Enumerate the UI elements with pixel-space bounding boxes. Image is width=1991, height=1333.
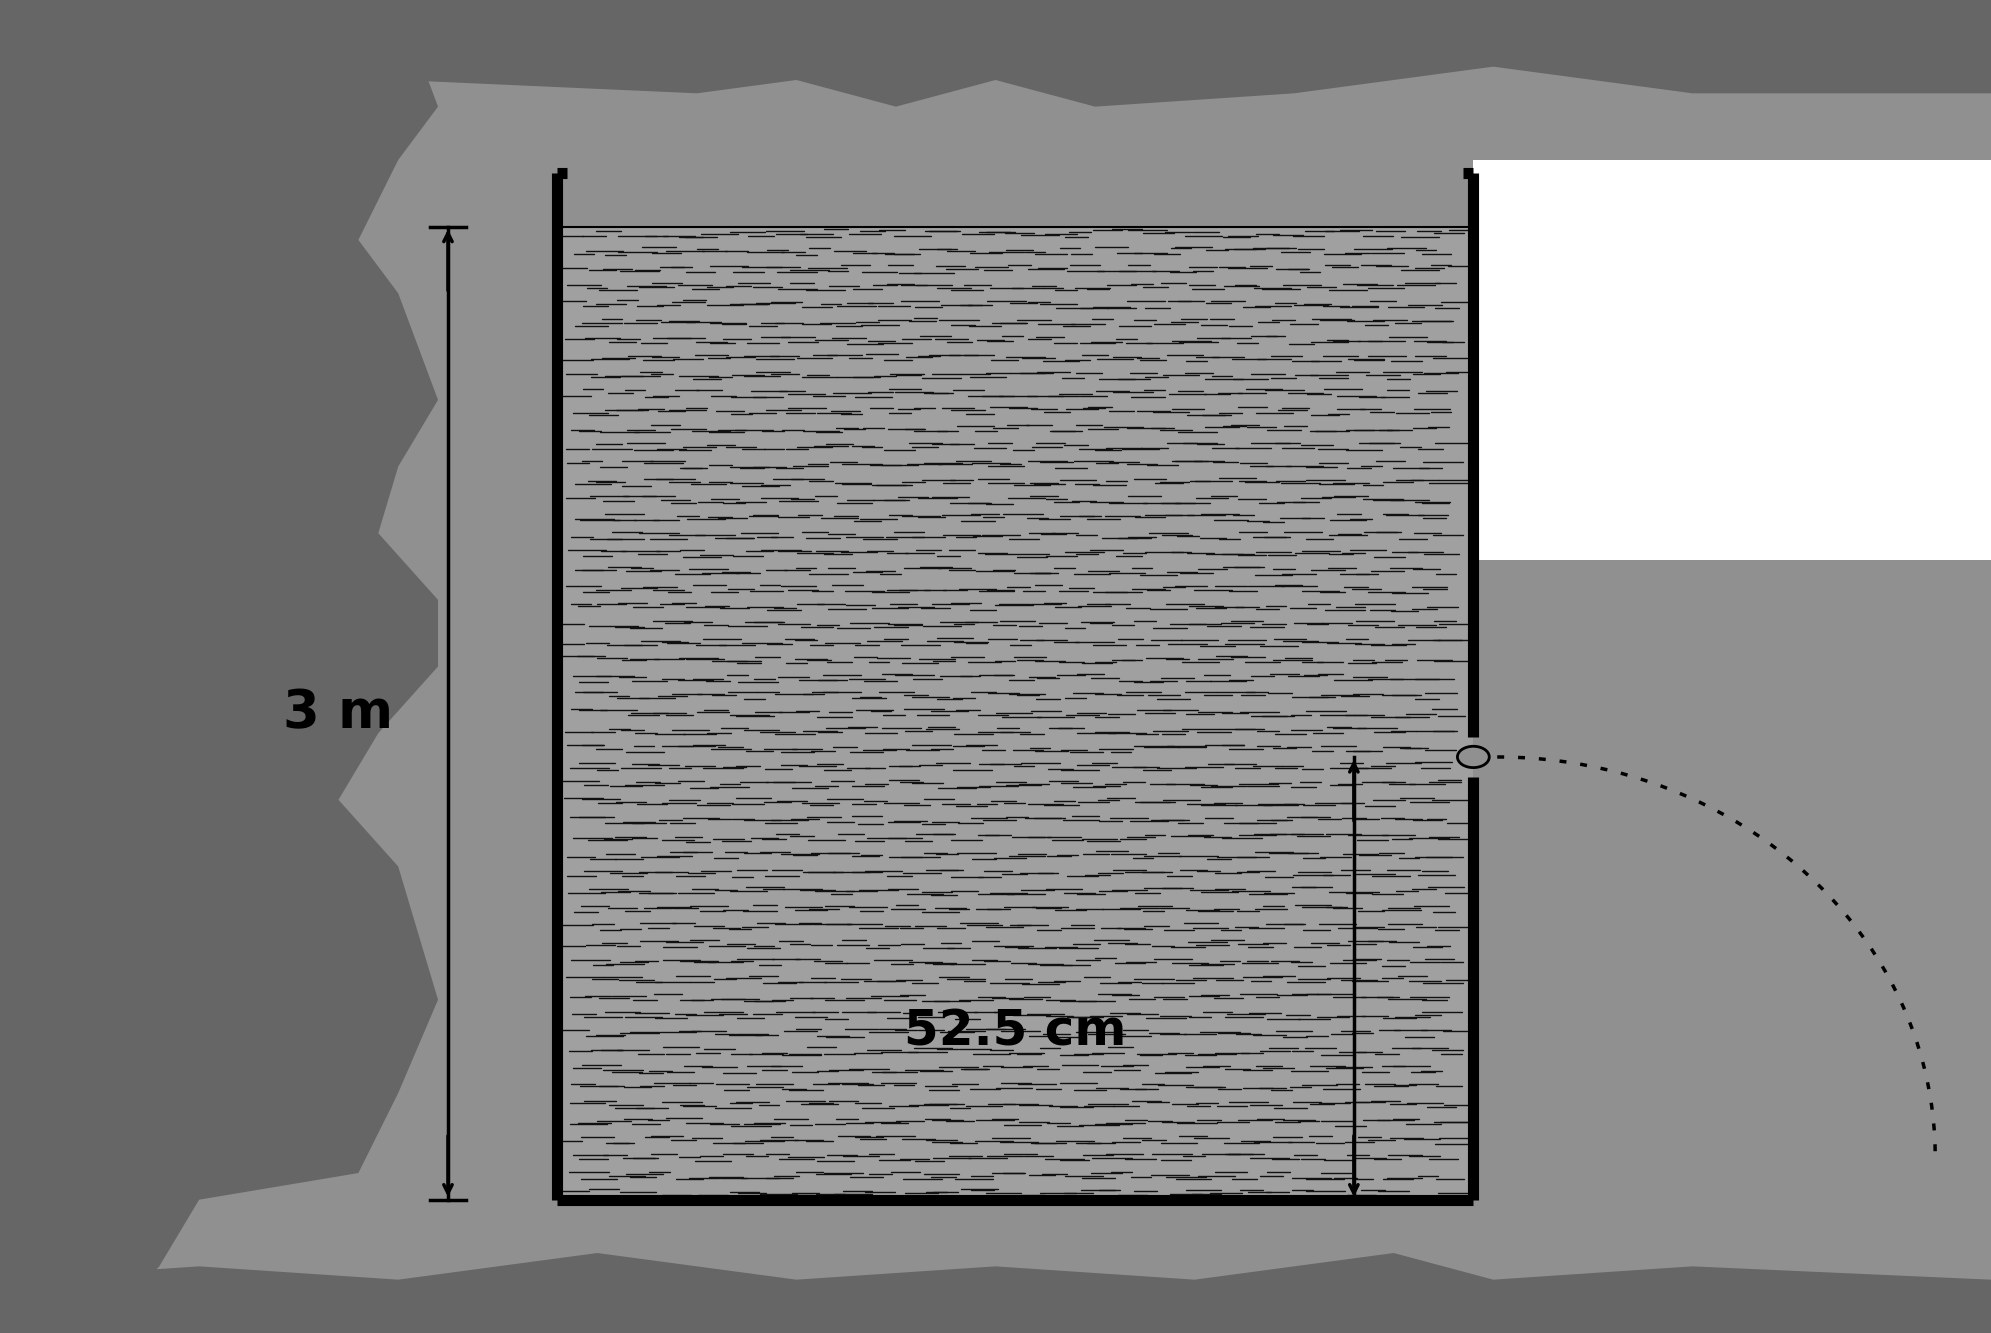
Bar	[557, 227, 1473, 1200]
Text: 52.5 cm: 52.5 cm	[904, 1008, 1127, 1056]
Bar	[1473, 160, 1991, 560]
Polygon shape	[0, 0, 438, 1333]
Text: 3 m: 3 m	[283, 686, 394, 740]
Polygon shape	[0, 0, 1991, 107]
Circle shape	[1457, 746, 1489, 768]
Polygon shape	[0, 1253, 1991, 1333]
